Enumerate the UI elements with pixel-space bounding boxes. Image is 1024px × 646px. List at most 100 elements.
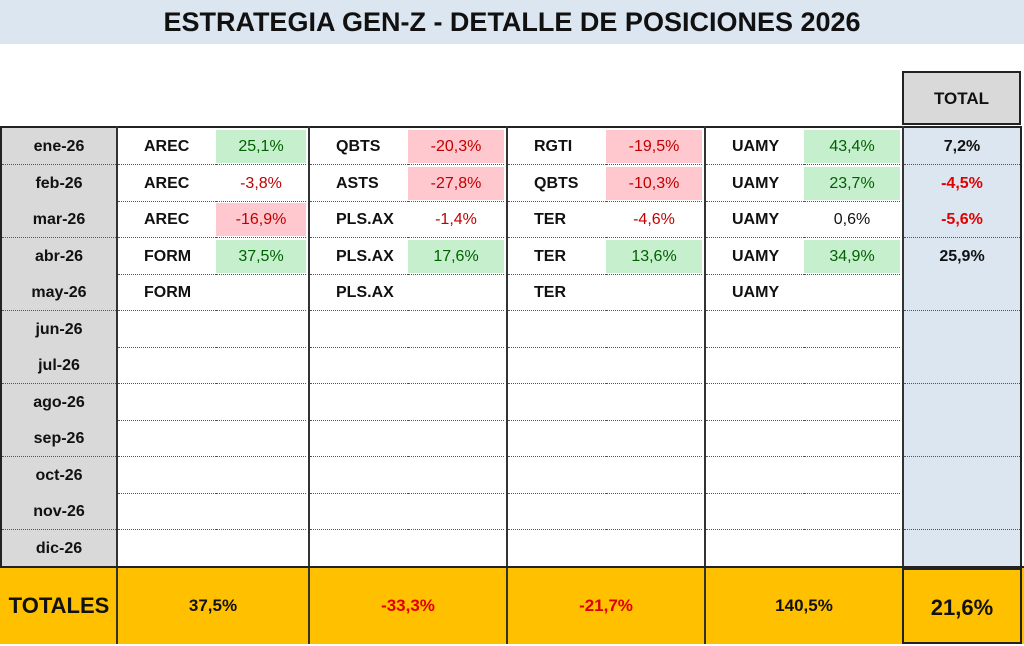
ticker-cell bbox=[706, 384, 804, 421]
totals-col-3: -21,7% bbox=[579, 596, 633, 615]
return-value bbox=[216, 495, 306, 528]
return-cell: 13,6% bbox=[606, 238, 702, 275]
return-value bbox=[606, 459, 702, 492]
return-value bbox=[606, 532, 702, 565]
table-row: sep-26 bbox=[0, 420, 1024, 457]
return-cell bbox=[606, 274, 702, 311]
return-value bbox=[408, 386, 504, 419]
return-value bbox=[408, 313, 504, 346]
return-cell bbox=[804, 274, 900, 311]
ticker-cell bbox=[706, 493, 804, 530]
return-value bbox=[216, 313, 306, 346]
return-cell bbox=[606, 493, 702, 530]
return-value: -27,8% bbox=[408, 166, 504, 200]
return-cell bbox=[804, 311, 900, 348]
return-cell bbox=[606, 384, 702, 421]
return-cell bbox=[804, 420, 900, 457]
row-total: -4,5% bbox=[904, 164, 1020, 202]
month-label: oct-26 bbox=[2, 456, 116, 494]
return-value bbox=[408, 459, 504, 492]
totals-row: TOTALES 37,5% -33,3% -21,7% 140,5% 21,6% bbox=[0, 566, 1024, 644]
ticker-cell: RGTI bbox=[508, 128, 606, 165]
return-value: 43,4% bbox=[804, 130, 900, 163]
ticker-cell: PLS.AX bbox=[310, 238, 408, 275]
return-cell bbox=[408, 384, 504, 421]
ticker-cell: UAMY bbox=[706, 165, 804, 202]
table-row: dic-26 bbox=[0, 529, 1024, 567]
return-cell bbox=[804, 457, 900, 494]
ticker-cell bbox=[118, 347, 216, 384]
totals-grand-total: 21,6% bbox=[902, 568, 1022, 644]
ticker-cell bbox=[118, 457, 216, 494]
table-row: feb-26 AREC -3,8% ASTS -27,8% QBTS -10,3% UAMY 2… bbox=[0, 164, 1024, 202]
row-total: 7,2% bbox=[904, 128, 1020, 165]
column-divider bbox=[704, 568, 706, 644]
column-divider bbox=[506, 568, 508, 644]
return-cell: -20,3% bbox=[408, 128, 504, 165]
return-value: -10,3% bbox=[606, 166, 702, 200]
ticker-cell: UAMY bbox=[706, 238, 804, 275]
return-value bbox=[606, 349, 702, 382]
totals-col-2: -33,3% bbox=[381, 596, 435, 615]
return-value bbox=[606, 276, 702, 309]
return-cell bbox=[216, 347, 306, 384]
return-cell: -10,3% bbox=[606, 165, 702, 202]
return-value bbox=[216, 349, 306, 382]
return-value bbox=[408, 422, 504, 455]
return-value bbox=[216, 532, 306, 565]
return-value: 0,6% bbox=[833, 211, 871, 228]
table-row: mar-26 AREC -16,9% PLS.AX -1,4% TER -4,6% UAMY 0… bbox=[0, 201, 1024, 238]
return-value: 25,1% bbox=[216, 130, 306, 163]
return-cell bbox=[408, 420, 504, 457]
row-total bbox=[904, 310, 1020, 348]
page-title: ESTRATEGIA GEN-Z - DETALLE DE POSICIONES… bbox=[0, 0, 1024, 44]
ticker-cell: FORM bbox=[118, 238, 216, 275]
return-value bbox=[408, 349, 504, 382]
return-value bbox=[804, 276, 900, 309]
ticker-cell: QBTS bbox=[310, 128, 408, 165]
return-cell bbox=[408, 457, 504, 494]
row-total bbox=[904, 347, 1020, 384]
row-total bbox=[904, 383, 1020, 421]
table-row: jul-26 bbox=[0, 347, 1024, 384]
return-cell: -19,5% bbox=[606, 128, 702, 165]
return-value bbox=[606, 495, 702, 528]
ticker-cell bbox=[508, 384, 606, 421]
ticker-cell bbox=[310, 457, 408, 494]
ticker-cell bbox=[706, 311, 804, 348]
table-row: jun-26 bbox=[0, 310, 1024, 348]
month-label: abr-26 bbox=[2, 237, 116, 275]
ticker-cell: FORM bbox=[118, 274, 216, 311]
return-value: 23,7% bbox=[804, 166, 900, 200]
return-cell bbox=[408, 493, 504, 530]
return-value: -19,5% bbox=[606, 130, 702, 163]
ticker-cell bbox=[508, 457, 606, 494]
column-divider bbox=[116, 126, 118, 566]
column-divider bbox=[902, 126, 904, 566]
return-value: -4,6% bbox=[633, 211, 675, 228]
return-cell bbox=[216, 457, 306, 494]
return-cell bbox=[408, 274, 504, 311]
month-label: jun-26 bbox=[2, 310, 116, 348]
ticker-cell bbox=[706, 457, 804, 494]
month-label: jul-26 bbox=[2, 347, 116, 384]
return-value: -16,9% bbox=[216, 203, 306, 236]
return-cell: -1,4% bbox=[408, 201, 504, 238]
column-divider bbox=[308, 568, 310, 644]
return-value bbox=[804, 495, 900, 528]
return-cell: 43,4% bbox=[804, 128, 900, 165]
ticker-cell: PLS.AX bbox=[310, 274, 408, 311]
ticker-cell bbox=[310, 530, 408, 567]
ticker-cell bbox=[118, 530, 216, 567]
totals-label: TOTALES bbox=[8, 593, 110, 618]
row-total bbox=[904, 529, 1020, 567]
row-total bbox=[904, 456, 1020, 494]
ticker-cell bbox=[118, 384, 216, 421]
return-cell bbox=[804, 530, 900, 567]
ticker-cell bbox=[706, 530, 804, 567]
positions-table bbox=[0, 126, 1022, 566]
ticker-cell bbox=[310, 384, 408, 421]
totals-col-4: 140,5% bbox=[775, 596, 833, 615]
return-cell bbox=[606, 311, 702, 348]
ticker-cell: TER bbox=[508, 274, 606, 311]
